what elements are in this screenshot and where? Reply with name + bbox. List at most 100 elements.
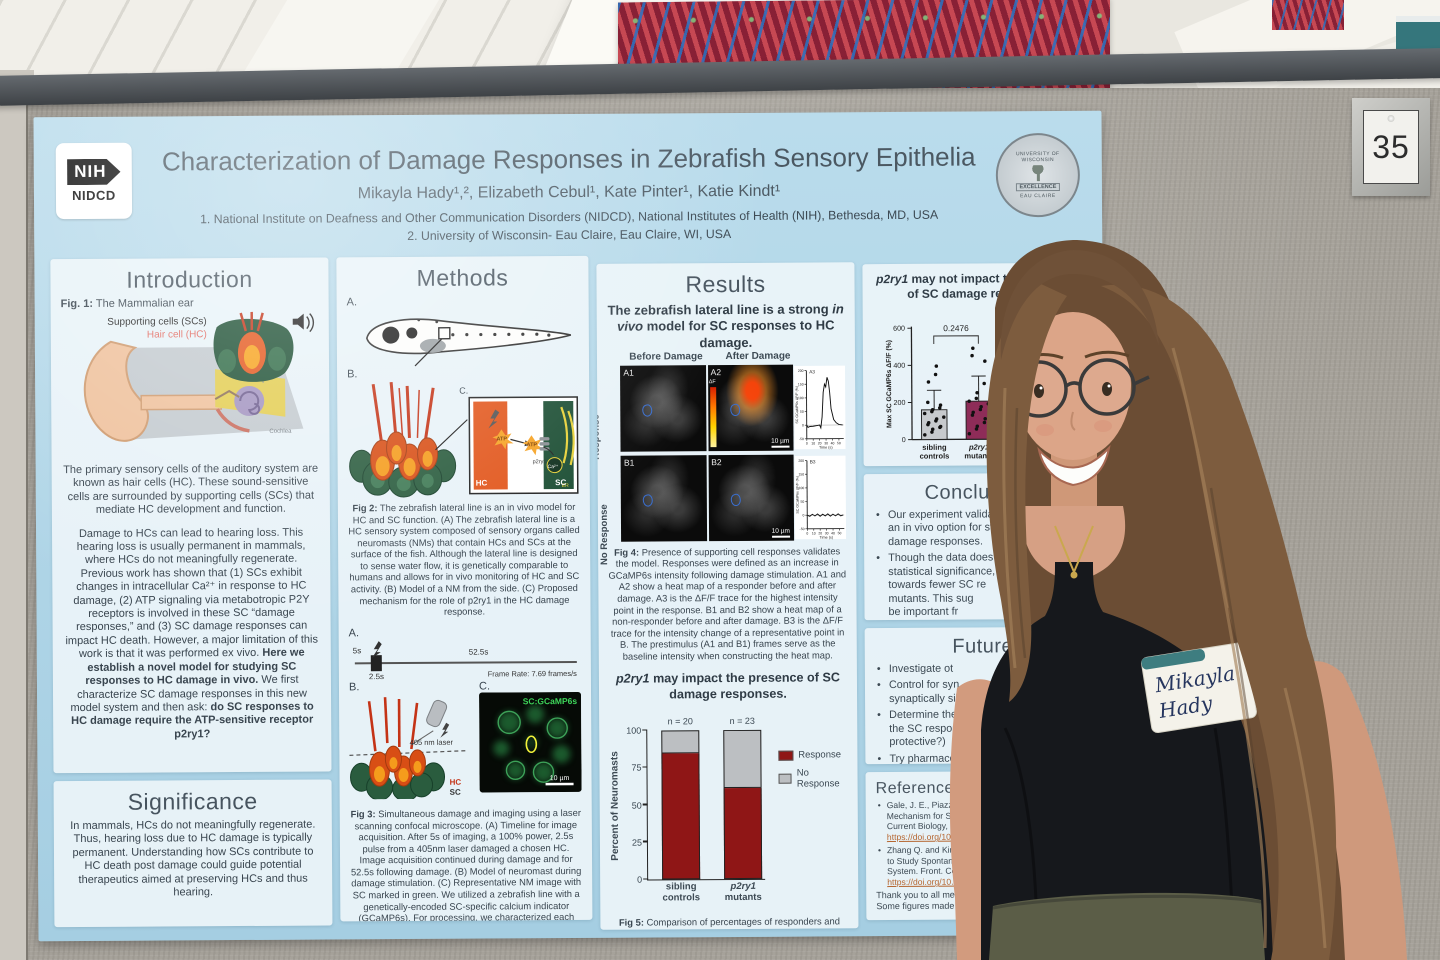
fig6-datapoint [930, 430, 934, 434]
svg-text:10: 10 [812, 531, 816, 535]
magnitude-box: p2ry1 may not impact the magnitude of SC… [862, 262, 1100, 467]
svg-text:Time (s): Time (s) [819, 535, 833, 539]
person-hair-front-left [986, 284, 1067, 702]
ca-label: Ca²⁺ [548, 464, 559, 470]
before-damage-header: Before Damage [629, 350, 703, 363]
svg-text:B3: B3 [810, 459, 816, 465]
gcamp-tag: SC:GCaMP6s [523, 696, 578, 706]
fig1-label: Fig. 1: The Mammalian ear [60, 297, 194, 311]
fig5-plot-area: 100 75 50 25 0 n = 20 sibling controls n = 23 p2r… [626, 716, 765, 904]
svg-text:controls: controls [920, 451, 950, 460]
significance-heading: Significance [127, 787, 258, 815]
fig6-datapoint [974, 396, 979, 401]
poster-authors: Mikayla Hady¹,², Elizabeth Cebul¹, Kate … [357, 182, 781, 203]
poster-title: Characterization of Damage Responses in … [161, 141, 976, 177]
fig5-legend: Response No Response [778, 750, 848, 912]
fig2c-label: C. [459, 386, 468, 396]
person-nose [1070, 411, 1076, 431]
fig6-datapoint [967, 431, 972, 436]
svg-text:-50: -50 [799, 437, 804, 441]
fig4-column-headers: Before Damage After Damage [620, 350, 845, 362]
laser-label: 405 nm laser [410, 738, 454, 747]
svg-text:-50: -50 [799, 527, 804, 531]
fig6-datapoint [930, 408, 935, 412]
fig4-panel-b1: B1 [620, 454, 707, 542]
svg-text:50: 50 [837, 441, 841, 445]
fig3c-panel: C. SC:GCaMP6s [479, 680, 582, 804]
fig6-bar-scatter-chart: 600 400 200 0 Max SC GCaMP6s ΔF/F (%) sibling… [886, 323, 1003, 461]
svg-text:0: 0 [806, 441, 808, 445]
inset-sc-label: SC [555, 478, 566, 487]
svg-text:20: 20 [818, 441, 822, 445]
fig4-panel-a1: A1 [620, 364, 707, 452]
fig6-datapoint [934, 364, 939, 368]
svg-text:0: 0 [802, 423, 804, 427]
fig6-datapoint [934, 417, 939, 421]
introduction-box: Introduction Fig. 1: The Mammalian ear [50, 257, 332, 774]
fig6-datapoint [922, 411, 927, 416]
person-chest [1022, 506, 1126, 582]
timeline-framerate: Frame Rate: 7.69 frames/s [488, 669, 578, 679]
fig6-datapoint [933, 372, 938, 377]
svg-text:50: 50 [800, 500, 804, 504]
svg-text:100: 100 [798, 486, 804, 490]
inset-hc-label: HC [476, 479, 488, 488]
person-hair-front-right [1101, 284, 1337, 960]
fig6-datapoint [978, 407, 983, 412]
fig3b-panel: B. [349, 681, 468, 805]
svg-text:40: 40 [830, 441, 834, 445]
svg-text:0: 0 [902, 436, 906, 444]
fig6-datapoint [926, 380, 931, 384]
fig6-datapoint [938, 403, 943, 407]
svg-text:sibling: sibling [922, 443, 947, 452]
fig6-datapoint [983, 359, 987, 363]
fig4-row-response: Response A1 A2 ΔF 10 µm 200 150 100 50 0 -50 0… [596, 363, 846, 460]
fig3c-label: C. [478, 680, 491, 693]
results-subheading-2: p2ry1 may impact the presence of SC dama… [615, 670, 840, 701]
fig3-caption: Fig 3: Simultaneous damage and imaging u… [350, 806, 582, 922]
svg-text:50: 50 [837, 531, 841, 535]
introduction-paragraph-2: Damage to HCs can lead to hearing loss. … [65, 526, 318, 741]
person-hair-top [1000, 250, 1159, 360]
svg-text:150: 150 [798, 382, 804, 386]
introduction-paragraph-1: The primary sensory cells of the auditor… [63, 462, 319, 517]
number-card: 35 [1363, 110, 1419, 184]
fig2-caption: Fig 2: The zebrafish lateral line is an … [348, 500, 580, 617]
methods-heading: Methods [416, 264, 509, 291]
svg-text:600: 600 [893, 325, 905, 333]
atp-label-2: ATP [526, 442, 537, 448]
fig6-datapoint [938, 406, 942, 410]
fig6-pvalue: 0.2476 [943, 323, 969, 333]
timeline-25s: 2.5s [369, 672, 384, 679]
svg-text:100: 100 [798, 396, 804, 400]
fig4-row-noresponse: No Response B1 B2 10 µm 200 150 100 50 0 -50 0… [599, 453, 847, 565]
svg-text:50: 50 [800, 410, 804, 414]
fig1-mammalian-ear-figure: Supporting cells (SCs) Hair cell (HC) Co… [83, 311, 315, 442]
fig6-datapoint [926, 421, 931, 425]
svg-text:10: 10 [811, 441, 815, 445]
board-number-tag: 35 [1352, 98, 1430, 196]
affiliation-2: 2. University of Wisconsin- Eau Claire, … [407, 227, 732, 243]
svg-text:30: 30 [824, 441, 828, 445]
trace-line [806, 513, 844, 517]
svg-text:SC GCaMP6s ΔF/F (%): SC GCaMP6s ΔF/F (%) [795, 476, 799, 514]
fig6-datapoint [923, 433, 927, 437]
fig6-datapoint [982, 381, 986, 386]
fig1-hc-label: Hair cell (HC) [147, 329, 207, 340]
fig3c-scalebar: 10 µm [550, 775, 570, 782]
fig6-datapoint [979, 404, 983, 409]
svg-text:A3: A3 [809, 369, 815, 375]
svg-text:200: 200 [894, 399, 906, 407]
fig6-datapoint [982, 420, 987, 425]
fig3b-laser-figure: 405 nm laser HC SC [349, 697, 468, 802]
svg-text:0: 0 [802, 513, 804, 517]
fig6-datapoint [975, 424, 980, 428]
results-heading: Results [685, 270, 766, 298]
fig5-bar-controls: n = 20 sibling controls [661, 716, 701, 904]
fig6-datapoint [942, 415, 946, 419]
introduction-heading: Introduction [126, 265, 253, 293]
fig3b-sc-label: SC [450, 788, 461, 797]
results-subheading-1: The zebrafish lateral line is a strong i… [607, 301, 844, 350]
